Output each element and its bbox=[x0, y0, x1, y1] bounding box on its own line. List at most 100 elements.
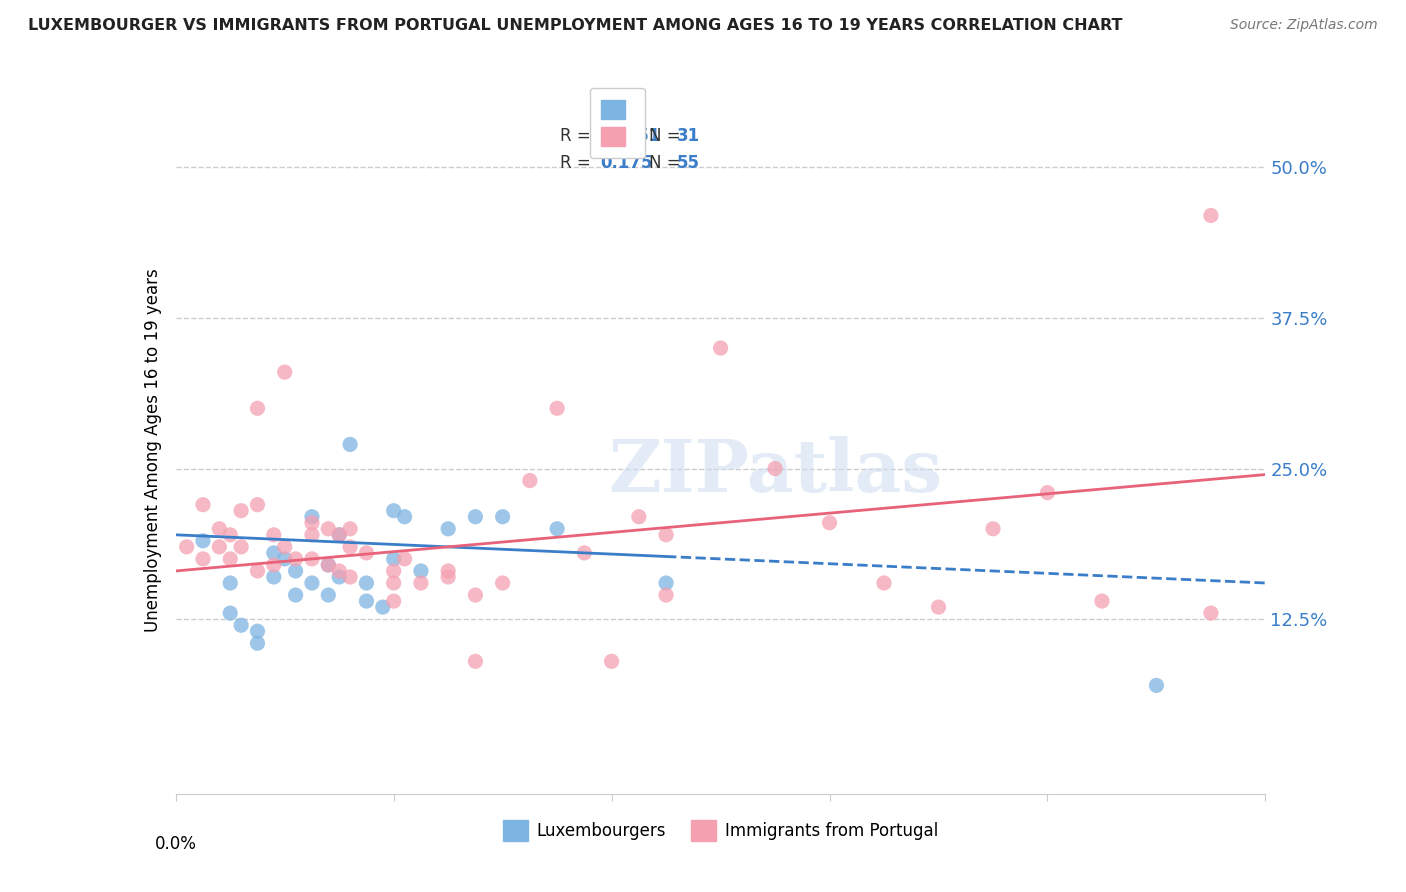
Point bbox=[1199, 606, 1222, 620]
Text: 55: 55 bbox=[678, 154, 700, 172]
Point bbox=[409, 564, 432, 578]
Point bbox=[219, 606, 242, 620]
Point bbox=[328, 570, 350, 584]
Point bbox=[546, 522, 568, 536]
Point bbox=[274, 540, 297, 554]
Point bbox=[318, 588, 340, 602]
Point bbox=[339, 522, 361, 536]
Point bbox=[284, 552, 307, 566]
Point bbox=[382, 594, 405, 608]
Point bbox=[464, 509, 486, 524]
Point bbox=[301, 509, 323, 524]
Point bbox=[627, 509, 650, 524]
Point bbox=[464, 588, 486, 602]
Point bbox=[301, 576, 323, 591]
Point bbox=[464, 654, 486, 668]
Point bbox=[263, 546, 285, 560]
Point bbox=[246, 401, 269, 416]
Point bbox=[600, 654, 623, 668]
Point bbox=[263, 558, 285, 572]
Point bbox=[1036, 485, 1059, 500]
Point bbox=[356, 576, 378, 591]
Text: Source: ZipAtlas.com: Source: ZipAtlas.com bbox=[1230, 18, 1378, 32]
Point bbox=[492, 509, 515, 524]
Point bbox=[339, 437, 361, 451]
Point bbox=[274, 365, 297, 379]
Point bbox=[191, 498, 214, 512]
Point bbox=[246, 498, 269, 512]
Point bbox=[437, 564, 460, 578]
Text: N =: N = bbox=[648, 127, 686, 145]
Point bbox=[655, 528, 678, 542]
Point bbox=[246, 624, 269, 639]
Point bbox=[191, 533, 214, 548]
Point bbox=[301, 516, 323, 530]
Point bbox=[231, 504, 253, 518]
Point bbox=[219, 528, 242, 542]
Text: R =: R = bbox=[561, 127, 596, 145]
Point bbox=[873, 576, 896, 591]
Point bbox=[437, 570, 460, 584]
Point bbox=[546, 401, 568, 416]
Point bbox=[356, 594, 378, 608]
Point bbox=[394, 509, 416, 524]
Point bbox=[818, 516, 841, 530]
Point bbox=[1144, 678, 1167, 692]
Point bbox=[981, 522, 1004, 536]
Point bbox=[339, 540, 361, 554]
Point bbox=[519, 474, 541, 488]
Point bbox=[328, 528, 350, 542]
Text: 0.0%: 0.0% bbox=[155, 835, 197, 853]
Point bbox=[208, 540, 231, 554]
Point bbox=[710, 341, 733, 355]
Point bbox=[284, 564, 307, 578]
Point bbox=[219, 552, 242, 566]
Point bbox=[382, 564, 405, 578]
Point bbox=[655, 576, 678, 591]
Y-axis label: Unemployment Among Ages 16 to 19 years: Unemployment Among Ages 16 to 19 years bbox=[143, 268, 162, 632]
Point bbox=[492, 576, 515, 591]
Text: ZIPatlas: ZIPatlas bbox=[607, 435, 942, 507]
Point bbox=[1091, 594, 1114, 608]
Point bbox=[356, 546, 378, 560]
Text: R =: R = bbox=[561, 154, 596, 172]
Point bbox=[574, 546, 596, 560]
Point bbox=[318, 522, 340, 536]
Point bbox=[231, 618, 253, 632]
Point bbox=[284, 588, 307, 602]
Legend: Luxembourgers, Immigrants from Portugal: Luxembourgers, Immigrants from Portugal bbox=[496, 814, 945, 847]
Point bbox=[437, 522, 460, 536]
Point bbox=[655, 588, 678, 602]
Point bbox=[318, 558, 340, 572]
Text: LUXEMBOURGER VS IMMIGRANTS FROM PORTUGAL UNEMPLOYMENT AMONG AGES 16 TO 19 YEARS : LUXEMBOURGER VS IMMIGRANTS FROM PORTUGAL… bbox=[28, 18, 1122, 33]
Point bbox=[382, 576, 405, 591]
Point bbox=[928, 600, 950, 615]
Point bbox=[371, 600, 394, 615]
Point bbox=[246, 636, 269, 650]
Point bbox=[328, 564, 350, 578]
Point bbox=[394, 552, 416, 566]
Point bbox=[231, 540, 253, 554]
Point bbox=[208, 522, 231, 536]
Text: N =: N = bbox=[648, 154, 686, 172]
Point bbox=[246, 564, 269, 578]
Point bbox=[763, 461, 786, 475]
Point bbox=[191, 552, 214, 566]
Point bbox=[382, 504, 405, 518]
Point bbox=[1199, 209, 1222, 223]
Point bbox=[274, 552, 297, 566]
Text: 0.175: 0.175 bbox=[600, 154, 654, 172]
Text: 31: 31 bbox=[678, 127, 700, 145]
Point bbox=[176, 540, 198, 554]
Point bbox=[263, 528, 285, 542]
Point bbox=[301, 552, 323, 566]
Point bbox=[339, 570, 361, 584]
Point bbox=[301, 528, 323, 542]
Point bbox=[318, 558, 340, 572]
Point bbox=[219, 576, 242, 591]
Text: -0.051: -0.051 bbox=[600, 127, 659, 145]
Point bbox=[328, 528, 350, 542]
Point bbox=[263, 570, 285, 584]
Point bbox=[382, 552, 405, 566]
Point bbox=[409, 576, 432, 591]
